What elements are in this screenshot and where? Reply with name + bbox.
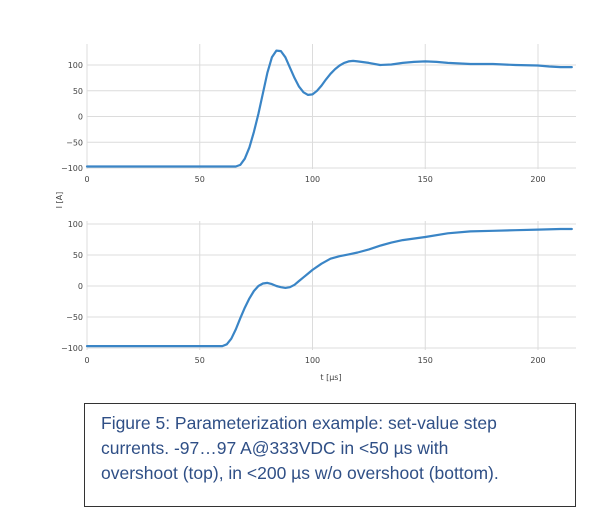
y-tick-label: 50 bbox=[73, 251, 83, 260]
x-tick-label: 150 bbox=[418, 175, 433, 184]
series-line-2-1 bbox=[85, 227, 573, 348]
figure-caption-box: Figure 5: Parameterization example: set-… bbox=[84, 403, 576, 507]
x-tick-label: 200 bbox=[530, 175, 545, 184]
y-tick-label: 0 bbox=[78, 113, 83, 122]
x-tick-label: 100 bbox=[305, 175, 320, 184]
plot-area-1 bbox=[87, 44, 576, 169]
caption-line-3: overshoot (top), in <200 µs w/o overshoo… bbox=[101, 463, 499, 483]
x-tick-label: 150 bbox=[418, 356, 433, 365]
y-tick-label: 100 bbox=[68, 61, 83, 70]
y-tick-label: −50 bbox=[66, 313, 83, 322]
y-tick-label: −50 bbox=[66, 138, 83, 147]
y-tick-label: 100 bbox=[68, 220, 83, 229]
caption-line-2: currents. -97…97 A@333VDC in <50 µs with bbox=[101, 438, 449, 458]
x-tick-label: 50 bbox=[195, 175, 205, 184]
y-tick-label: −100 bbox=[61, 164, 83, 173]
series-line-1-1 bbox=[85, 49, 573, 168]
y-axis-label: I [A] bbox=[55, 192, 64, 209]
x-axis-label: t [µs] bbox=[320, 373, 341, 382]
y-tick-label: −100 bbox=[61, 344, 83, 353]
x-tick-label: 200 bbox=[530, 356, 545, 365]
y-tick-label: 0 bbox=[78, 282, 83, 291]
x-tick-label: 0 bbox=[84, 175, 89, 184]
x-tick-label: 0 bbox=[84, 356, 89, 365]
caption-line-1: Figure 5: Parameterization example: set-… bbox=[101, 413, 497, 433]
x-tick-label: 100 bbox=[305, 356, 320, 365]
x-tick-label: 50 bbox=[195, 356, 205, 365]
figure: 0 50 100 150 200 −100 −50 0 50 100 I [A] 0 50 100 150 2… bbox=[55, 44, 576, 382]
y-tick-label: 50 bbox=[73, 87, 83, 96]
